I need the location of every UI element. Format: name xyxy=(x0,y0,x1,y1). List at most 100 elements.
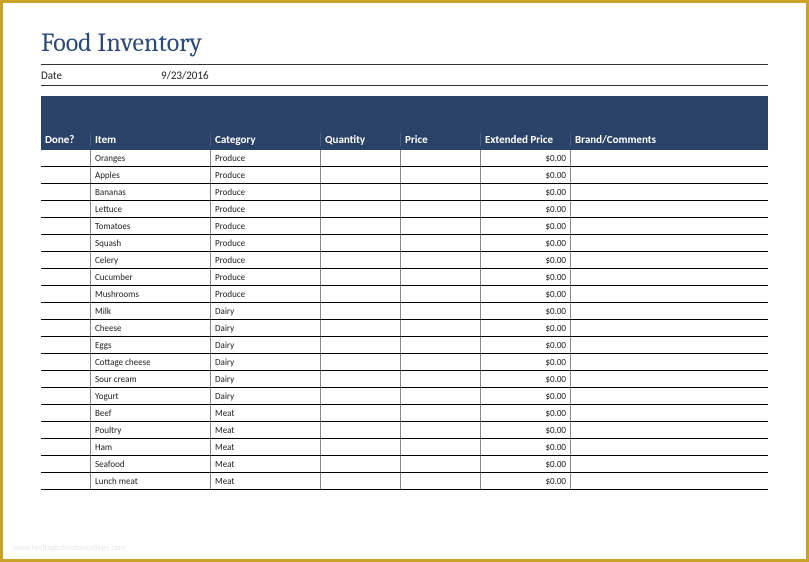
cell-category[interactable]: Produce xyxy=(211,286,321,302)
cell-brand[interactable] xyxy=(571,422,768,438)
cell-ext[interactable]: $0.00 xyxy=(481,439,571,455)
cell-quantity[interactable] xyxy=(321,184,401,200)
cell-price[interactable] xyxy=(401,337,481,353)
cell-quantity[interactable] xyxy=(321,235,401,251)
cell-done[interactable] xyxy=(41,252,91,268)
cell-done[interactable] xyxy=(41,439,91,455)
cell-price[interactable] xyxy=(401,303,481,319)
cell-category[interactable]: Dairy xyxy=(211,354,321,370)
cell-brand[interactable] xyxy=(571,405,768,421)
cell-item[interactable]: Cottage cheese xyxy=(91,354,211,370)
cell-ext[interactable]: $0.00 xyxy=(481,150,571,166)
cell-done[interactable] xyxy=(41,218,91,234)
cell-brand[interactable] xyxy=(571,252,768,268)
cell-done[interactable] xyxy=(41,150,91,166)
cell-item[interactable]: Cheese xyxy=(91,320,211,336)
cell-ext[interactable]: $0.00 xyxy=(481,354,571,370)
cell-category[interactable]: Dairy xyxy=(211,337,321,353)
cell-quantity[interactable] xyxy=(321,303,401,319)
cell-brand[interactable] xyxy=(571,167,768,183)
cell-category[interactable]: Produce xyxy=(211,218,321,234)
cell-item[interactable]: Squash xyxy=(91,235,211,251)
cell-category[interactable]: Meat xyxy=(211,473,321,489)
cell-item[interactable]: Milk xyxy=(91,303,211,319)
cell-ext[interactable]: $0.00 xyxy=(481,184,571,200)
cell-quantity[interactable] xyxy=(321,439,401,455)
cell-price[interactable] xyxy=(401,405,481,421)
cell-brand[interactable] xyxy=(571,303,768,319)
cell-price[interactable] xyxy=(401,422,481,438)
cell-item[interactable]: Oranges xyxy=(91,150,211,166)
cell-ext[interactable]: $0.00 xyxy=(481,337,571,353)
cell-category[interactable]: Dairy xyxy=(211,371,321,387)
cell-quantity[interactable] xyxy=(321,167,401,183)
cell-quantity[interactable] xyxy=(321,320,401,336)
cell-quantity[interactable] xyxy=(321,269,401,285)
cell-done[interactable] xyxy=(41,201,91,217)
cell-item[interactable]: Cucumber xyxy=(91,269,211,285)
cell-quantity[interactable] xyxy=(321,337,401,353)
cell-done[interactable] xyxy=(41,405,91,421)
cell-item[interactable]: Eggs xyxy=(91,337,211,353)
cell-brand[interactable] xyxy=(571,235,768,251)
cell-item[interactable]: Seafood xyxy=(91,456,211,472)
cell-item[interactable]: Lunch meat xyxy=(91,473,211,489)
cell-brand[interactable] xyxy=(571,286,768,302)
cell-ext[interactable]: $0.00 xyxy=(481,201,571,217)
cell-done[interactable] xyxy=(41,167,91,183)
cell-ext[interactable]: $0.00 xyxy=(481,388,571,404)
cell-ext[interactable]: $0.00 xyxy=(481,303,571,319)
cell-brand[interactable] xyxy=(571,201,768,217)
cell-brand[interactable] xyxy=(571,218,768,234)
cell-quantity[interactable] xyxy=(321,388,401,404)
cell-price[interactable] xyxy=(401,218,481,234)
cell-item[interactable]: Yogurt xyxy=(91,388,211,404)
cell-category[interactable]: Meat xyxy=(211,456,321,472)
cell-price[interactable] xyxy=(401,286,481,302)
cell-price[interactable] xyxy=(401,320,481,336)
cell-ext[interactable]: $0.00 xyxy=(481,218,571,234)
cell-ext[interactable]: $0.00 xyxy=(481,371,571,387)
cell-category[interactable]: Produce xyxy=(211,201,321,217)
cell-category[interactable]: Produce xyxy=(211,235,321,251)
cell-item[interactable]: Celery xyxy=(91,252,211,268)
cell-quantity[interactable] xyxy=(321,405,401,421)
cell-done[interactable] xyxy=(41,184,91,200)
cell-quantity[interactable] xyxy=(321,473,401,489)
cell-price[interactable] xyxy=(401,167,481,183)
cell-brand[interactable] xyxy=(571,354,768,370)
cell-price[interactable] xyxy=(401,473,481,489)
cell-quantity[interactable] xyxy=(321,286,401,302)
cell-item[interactable]: Lettuce xyxy=(91,201,211,217)
cell-item[interactable]: Poultry xyxy=(91,422,211,438)
cell-ext[interactable]: $0.00 xyxy=(481,473,571,489)
cell-brand[interactable] xyxy=(571,439,768,455)
cell-price[interactable] xyxy=(401,269,481,285)
cell-item[interactable]: Tomatoes xyxy=(91,218,211,234)
cell-price[interactable] xyxy=(401,235,481,251)
cell-category[interactable]: Produce xyxy=(211,252,321,268)
cell-price[interactable] xyxy=(401,439,481,455)
cell-ext[interactable]: $0.00 xyxy=(481,286,571,302)
cell-price[interactable] xyxy=(401,201,481,217)
cell-quantity[interactable] xyxy=(321,218,401,234)
cell-brand[interactable] xyxy=(571,473,768,489)
cell-ext[interactable]: $0.00 xyxy=(481,167,571,183)
cell-price[interactable] xyxy=(401,252,481,268)
cell-ext[interactable]: $0.00 xyxy=(481,269,571,285)
cell-price[interactable] xyxy=(401,184,481,200)
cell-category[interactable]: Dairy xyxy=(211,388,321,404)
cell-done[interactable] xyxy=(41,320,91,336)
cell-quantity[interactable] xyxy=(321,150,401,166)
cell-category[interactable]: Meat xyxy=(211,422,321,438)
cell-category[interactable]: Produce xyxy=(211,269,321,285)
cell-brand[interactable] xyxy=(571,337,768,353)
cell-price[interactable] xyxy=(401,388,481,404)
cell-done[interactable] xyxy=(41,286,91,302)
cell-ext[interactable]: $0.00 xyxy=(481,320,571,336)
cell-item[interactable]: Apples xyxy=(91,167,211,183)
cell-category[interactable]: Dairy xyxy=(211,303,321,319)
cell-quantity[interactable] xyxy=(321,371,401,387)
cell-quantity[interactable] xyxy=(321,456,401,472)
cell-done[interactable] xyxy=(41,337,91,353)
